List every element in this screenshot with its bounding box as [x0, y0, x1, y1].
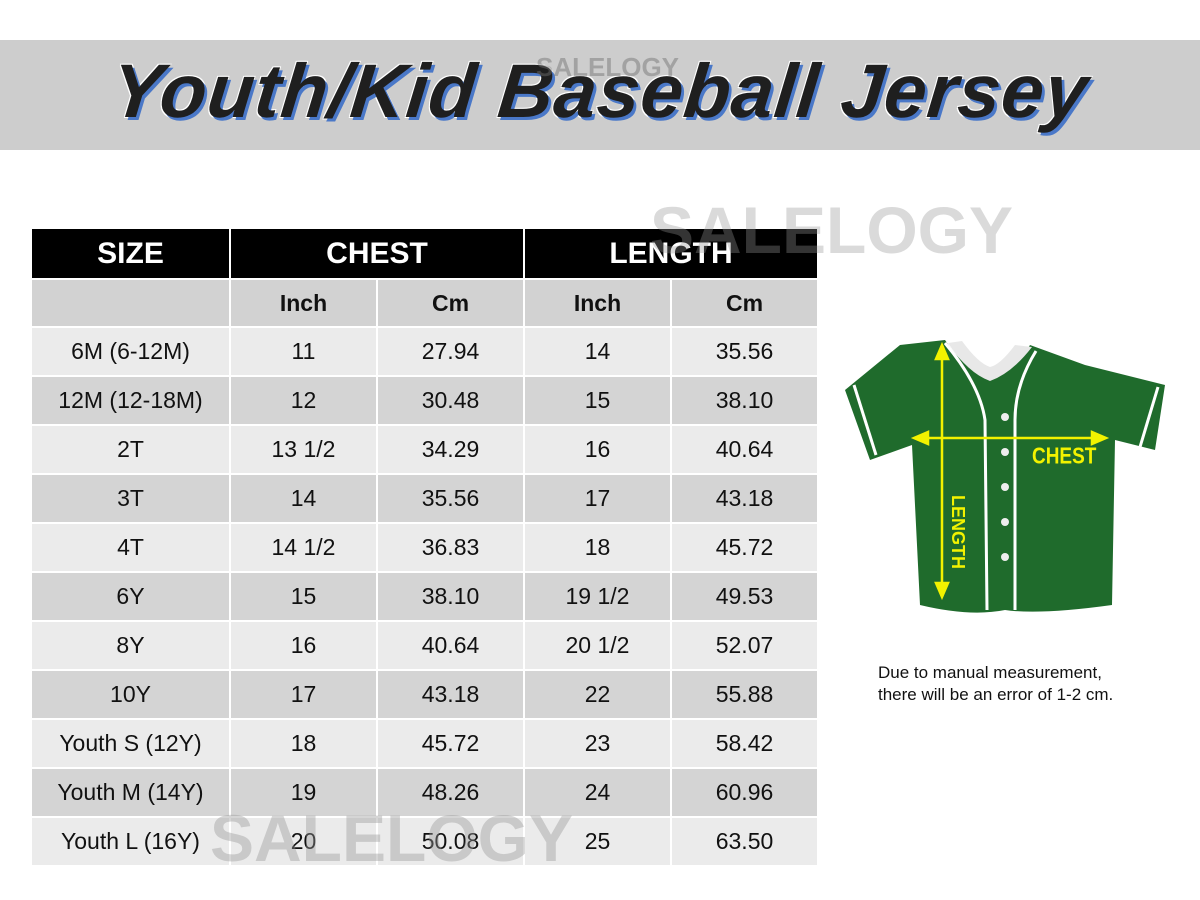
table-row: Youth S (12Y) 18 45.72 23 58.42: [32, 720, 817, 767]
length-cm-cell: 40.64: [672, 426, 817, 473]
chest-inch-cell: 15: [231, 573, 376, 620]
length-cm-cell: 60.96: [672, 769, 817, 816]
length-inch-cell: 22: [525, 671, 670, 718]
unit-header: Inch: [525, 280, 670, 326]
table-row: 6M (6-12M) 11 27.94 14 35.56: [32, 328, 817, 375]
table-row: 8Y 16 40.64 20 1/2 52.07: [32, 622, 817, 669]
size-cell: 12M (12-18M): [32, 377, 229, 424]
piping: [943, 342, 989, 611]
size-chart-table: SIZE CHEST LENGTH Inch Cm Inch Cm 6M (6-…: [30, 227, 819, 867]
chest-inch-cell: 19: [231, 769, 376, 816]
group-header-row: SIZE CHEST LENGTH: [32, 229, 817, 278]
chest-cm-cell: 50.08: [378, 818, 523, 865]
chest-inch-cell: 12: [231, 377, 376, 424]
length-cm-cell: 58.42: [672, 720, 817, 767]
length-label: LENGTH: [948, 495, 968, 569]
length-inch-cell: 19 1/2: [525, 573, 670, 620]
length-inch-cell: 25: [525, 818, 670, 865]
jersey-diagram: CHEST LENGTH: [845, 340, 1165, 613]
table-row: 2T 13 1/2 34.29 16 40.64: [32, 426, 817, 473]
size-cell: Youth S (12Y): [32, 720, 229, 767]
table-row: Youth M (14Y) 19 48.26 24 60.96: [32, 769, 817, 816]
chest-cm-cell: 48.26: [378, 769, 523, 816]
unit-header: Cm: [672, 280, 817, 326]
size-cell: 6M (6-12M): [32, 328, 229, 375]
chest-cm-cell: 40.64: [378, 622, 523, 669]
size-cell: 2T: [32, 426, 229, 473]
table-row: Youth L (16Y) 20 50.08 25 63.50: [32, 818, 817, 865]
table-row: 3T 14 35.56 17 43.18: [32, 475, 817, 522]
length-cm-cell: 35.56: [672, 328, 817, 375]
length-cm-cell: 43.18: [672, 475, 817, 522]
sleeve-stripe: [1138, 386, 1160, 448]
chest-inch-cell: 20: [231, 818, 376, 865]
sleeve-stripe: [852, 384, 878, 456]
size-cell: Youth L (16Y): [32, 818, 229, 865]
size-cell: Youth M (14Y): [32, 769, 229, 816]
header-size: SIZE: [32, 229, 229, 278]
chest-inch-cell: 18: [231, 720, 376, 767]
length-cm-cell: 63.50: [672, 818, 817, 865]
measurement-note: Due to manual measurement, there will be…: [878, 662, 1113, 706]
length-cm-cell: 52.07: [672, 622, 817, 669]
length-cm-cell: 38.10: [672, 377, 817, 424]
length-cm-cell: 55.88: [672, 671, 817, 718]
unit-header: Cm: [378, 280, 523, 326]
length-cm-cell: 45.72: [672, 524, 817, 571]
chest-inch-cell: 16: [231, 622, 376, 669]
piping: [1013, 350, 1038, 610]
chest-cm-cell: 43.18: [378, 671, 523, 718]
length-cm-cell: 49.53: [672, 573, 817, 620]
size-cell: 3T: [32, 475, 229, 522]
length-inch-cell: 24: [525, 769, 670, 816]
chest-cm-cell: 36.83: [378, 524, 523, 571]
chest-inch-cell: 11: [231, 328, 376, 375]
length-inch-cell: 18: [525, 524, 670, 571]
chest-label: CHEST: [1032, 444, 1097, 469]
chest-cm-cell: 30.48: [378, 377, 523, 424]
unit-header: [32, 280, 229, 326]
chest-inch-cell: 14 1/2: [231, 524, 376, 571]
page-title: Youth/Kid Baseball Jersey: [107, 49, 1093, 134]
chest-cm-cell: 38.10: [378, 573, 523, 620]
length-inch-cell: 17: [525, 475, 670, 522]
size-cell: 6Y: [32, 573, 229, 620]
chest-cm-cell: 34.29: [378, 426, 523, 473]
chest-cm-cell: 27.94: [378, 328, 523, 375]
chest-cm-cell: 45.72: [378, 720, 523, 767]
table-row: 4T 14 1/2 36.83 18 45.72: [32, 524, 817, 571]
length-inch-cell: 23: [525, 720, 670, 767]
chest-inch-cell: 14: [231, 475, 376, 522]
note-line: there will be an error of 1-2 cm.: [878, 685, 1114, 704]
buttons: [1001, 413, 1009, 561]
note-line: Due to manual measurement,: [878, 663, 1102, 682]
table-row: 12M (12-18M) 12 30.48 15 38.10: [32, 377, 817, 424]
jersey-body: [845, 340, 1165, 613]
chest-inch-cell: 13 1/2: [231, 426, 376, 473]
chest-inch-cell: 17: [231, 671, 376, 718]
table-row: 6Y 15 38.10 19 1/2 49.53: [32, 573, 817, 620]
header-length: LENGTH: [525, 229, 817, 278]
collar: [948, 341, 1032, 381]
header-chest: CHEST: [231, 229, 523, 278]
measure-arrows: [910, 341, 1110, 601]
title-banner: [0, 40, 1200, 150]
length-inch-cell: 16: [525, 426, 670, 473]
unit-header-row: Inch Cm Inch Cm: [32, 280, 817, 326]
chest-cm-cell: 35.56: [378, 475, 523, 522]
size-cell: 10Y: [32, 671, 229, 718]
table-row: 10Y 17 43.18 22 55.88: [32, 671, 817, 718]
length-inch-cell: 14: [525, 328, 670, 375]
length-inch-cell: 15: [525, 377, 670, 424]
length-inch-cell: 20 1/2: [525, 622, 670, 669]
size-cell: 8Y: [32, 622, 229, 669]
size-cell: 4T: [32, 524, 229, 571]
unit-header: Inch: [231, 280, 376, 326]
